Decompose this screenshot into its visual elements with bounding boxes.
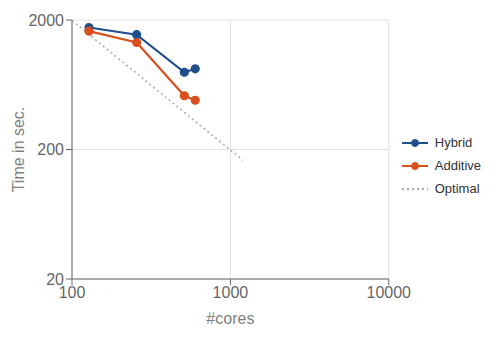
svg-text:10000: 10000 <box>367 284 412 301</box>
svg-text:20: 20 <box>46 271 64 288</box>
svg-text:#cores: #cores <box>206 310 254 327</box>
html-text:Additive: Additive <box>434 158 481 173</box>
html-text:Hybrid: Hybrid <box>434 135 473 150</box>
svg-text:Time in sec.: Time in sec. <box>10 107 27 193</box>
html-text:Optimal: Optimal <box>434 181 480 196</box>
svg-text:2000: 2000 <box>28 12 64 29</box>
svg-text:100: 100 <box>58 284 86 302</box>
svg-text:200: 200 <box>37 141 64 158</box>
svg-text:1000: 1000 <box>213 284 249 301</box>
